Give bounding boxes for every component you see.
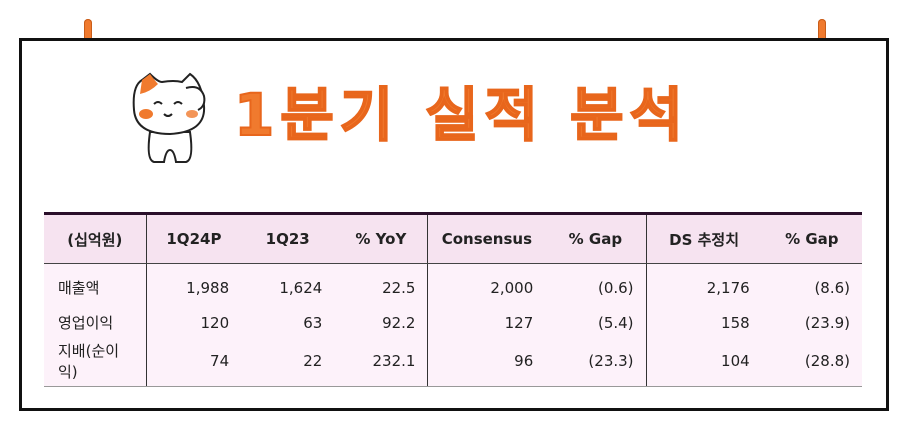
header-1q24p: 1Q24P (146, 212, 242, 264)
cell-consensus: 127 (504, 313, 534, 332)
cell-yoy: 22.5 (334, 263, 429, 305)
header-gap-ds: % Gap (761, 212, 862, 264)
cell-gap-ds: (23.9) (804, 313, 850, 332)
header-1q23: 1Q23 (241, 212, 335, 264)
cell-1q23: 1,624 (279, 278, 323, 297)
cell-gap-ds: (28.8) (761, 340, 862, 387)
cell-gap-consensus: (23.3) (545, 340, 647, 387)
cell-ds-estimate: 2,176 (706, 278, 750, 297)
cell-consensus: 2,000 (490, 278, 534, 297)
cell-yoy: 92.2 (334, 305, 429, 340)
header-unit: (십억원) (44, 212, 147, 264)
table-row: 매출액 1,988 1,624 22.5 2,000 (0.6) 2,176 (… (44, 263, 862, 305)
header-consensus: Consensus (427, 212, 546, 264)
cell-yoy: 232.1 (334, 340, 429, 387)
cell-1q24p: 120 (200, 313, 230, 332)
header-yoy: % YoY (334, 212, 429, 264)
cell-1q23: 63 (303, 313, 323, 332)
cell-gap-consensus: (0.6) (545, 263, 647, 305)
cell-gap-consensus: (5.4) (545, 305, 647, 340)
cell-1q24p: 74 (146, 340, 242, 387)
row-label: 매출액 (44, 263, 147, 305)
header-ds-estimate: DS 추정치 (646, 212, 762, 264)
cell-ds-estimate: 158 (721, 313, 750, 332)
page-title: 1분기 실적 분석 (233, 80, 689, 150)
table-header-row: (십억원) 1Q24P 1Q23 % YoY Consensus % Gap D… (44, 212, 862, 264)
cell-consensus: 96 (427, 340, 546, 387)
cell-gap-ds: (8.6) (814, 278, 850, 297)
header-gap-consensus: % Gap (545, 212, 647, 264)
cat-mascot-icon (132, 72, 206, 163)
table-row: 영업이익 120 63 92.2 127 (5.4) 158 (23.9) (44, 305, 862, 340)
table-row: 지배(순이익) 74 22 232.1 96 (23.3) 104 (28.8) (44, 340, 862, 387)
earnings-table: (십억원) 1Q24P 1Q23 % YoY Consensus % Gap D… (44, 212, 862, 387)
row-label: 영업이익 (44, 305, 147, 340)
row-label: 지배(순이익) (44, 340, 147, 387)
cell-ds-estimate: 104 (646, 340, 762, 387)
cell-1q23: 22 (241, 340, 335, 387)
cell-1q24p: 1,988 (186, 278, 230, 297)
